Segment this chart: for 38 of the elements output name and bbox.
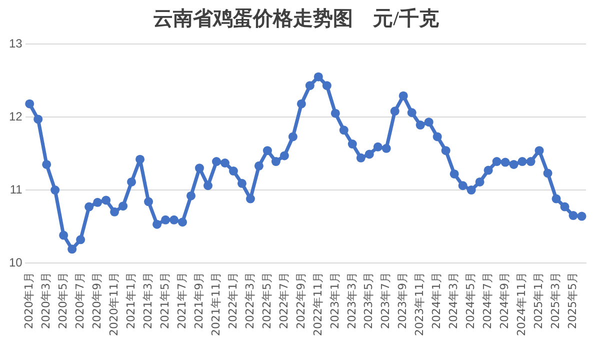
- x-tick-label: 2021年1月: [124, 272, 138, 330]
- x-tick-label: 2023年3月: [345, 272, 358, 330]
- x-tick-label: 2022年11月: [311, 272, 324, 336]
- x-tick-label: 2025年1月: [532, 272, 546, 330]
- y-tick-label: 13: [8, 36, 23, 50]
- x-tick-label: 2025年5月: [566, 272, 580, 330]
- y-tick-label: 12: [8, 109, 23, 124]
- x-tick-label: 2020年11月: [107, 272, 120, 336]
- x-tick-label: 2023年7月: [379, 272, 392, 330]
- x-tick-label: 2021年7月: [175, 272, 188, 330]
- x-tick-label: 2022年1月: [226, 272, 240, 330]
- x-tick-label: 2023年11月: [413, 272, 426, 336]
- y-tick-label: 10: [8, 255, 23, 270]
- chart-title: 云南省鸡蛋价格走势图 元/千克: [153, 7, 439, 30]
- y-tick-label: 11: [10, 182, 23, 196]
- x-tick-label: 2020年9月: [90, 272, 104, 330]
- x-tick-label: 2020年5月: [56, 272, 70, 330]
- x-tick-label: 2020年1月: [22, 272, 36, 330]
- x-tick-label: 2024年11月: [515, 272, 528, 336]
- x-tick-label: 2022年7月: [277, 272, 290, 330]
- x-tick-label: 2021年11月: [209, 272, 222, 336]
- x-tick-label: 2022年9月: [294, 272, 308, 330]
- x-tick-label: 2023年1月: [328, 272, 342, 330]
- x-tick-label: 2024年1月: [430, 272, 444, 330]
- x-tick-label: 2024年9月: [498, 272, 512, 330]
- x-tick-label: 2021年9月: [192, 272, 206, 330]
- x-tick-label: 2022年5月: [260, 272, 274, 330]
- x-tick-label: 2021年3月: [141, 272, 154, 330]
- x-tick-label: 2024年7月: [481, 272, 494, 330]
- x-tick-label: 2021年5月: [158, 272, 172, 330]
- x-tick-label: 2025年3月: [549, 272, 562, 330]
- x-tick-label: 2020年7月: [73, 272, 86, 330]
- x-tick-label: 2020年3月: [39, 272, 52, 330]
- x-tick-label: 2023年5月: [362, 272, 376, 330]
- x-tick-label: 2024年5月: [464, 272, 478, 330]
- x-tick-label: 2024年3月: [447, 272, 460, 330]
- x-tick-label: 2022年3月: [243, 272, 256, 330]
- x-tick-label: 2023年9月: [396, 272, 410, 330]
